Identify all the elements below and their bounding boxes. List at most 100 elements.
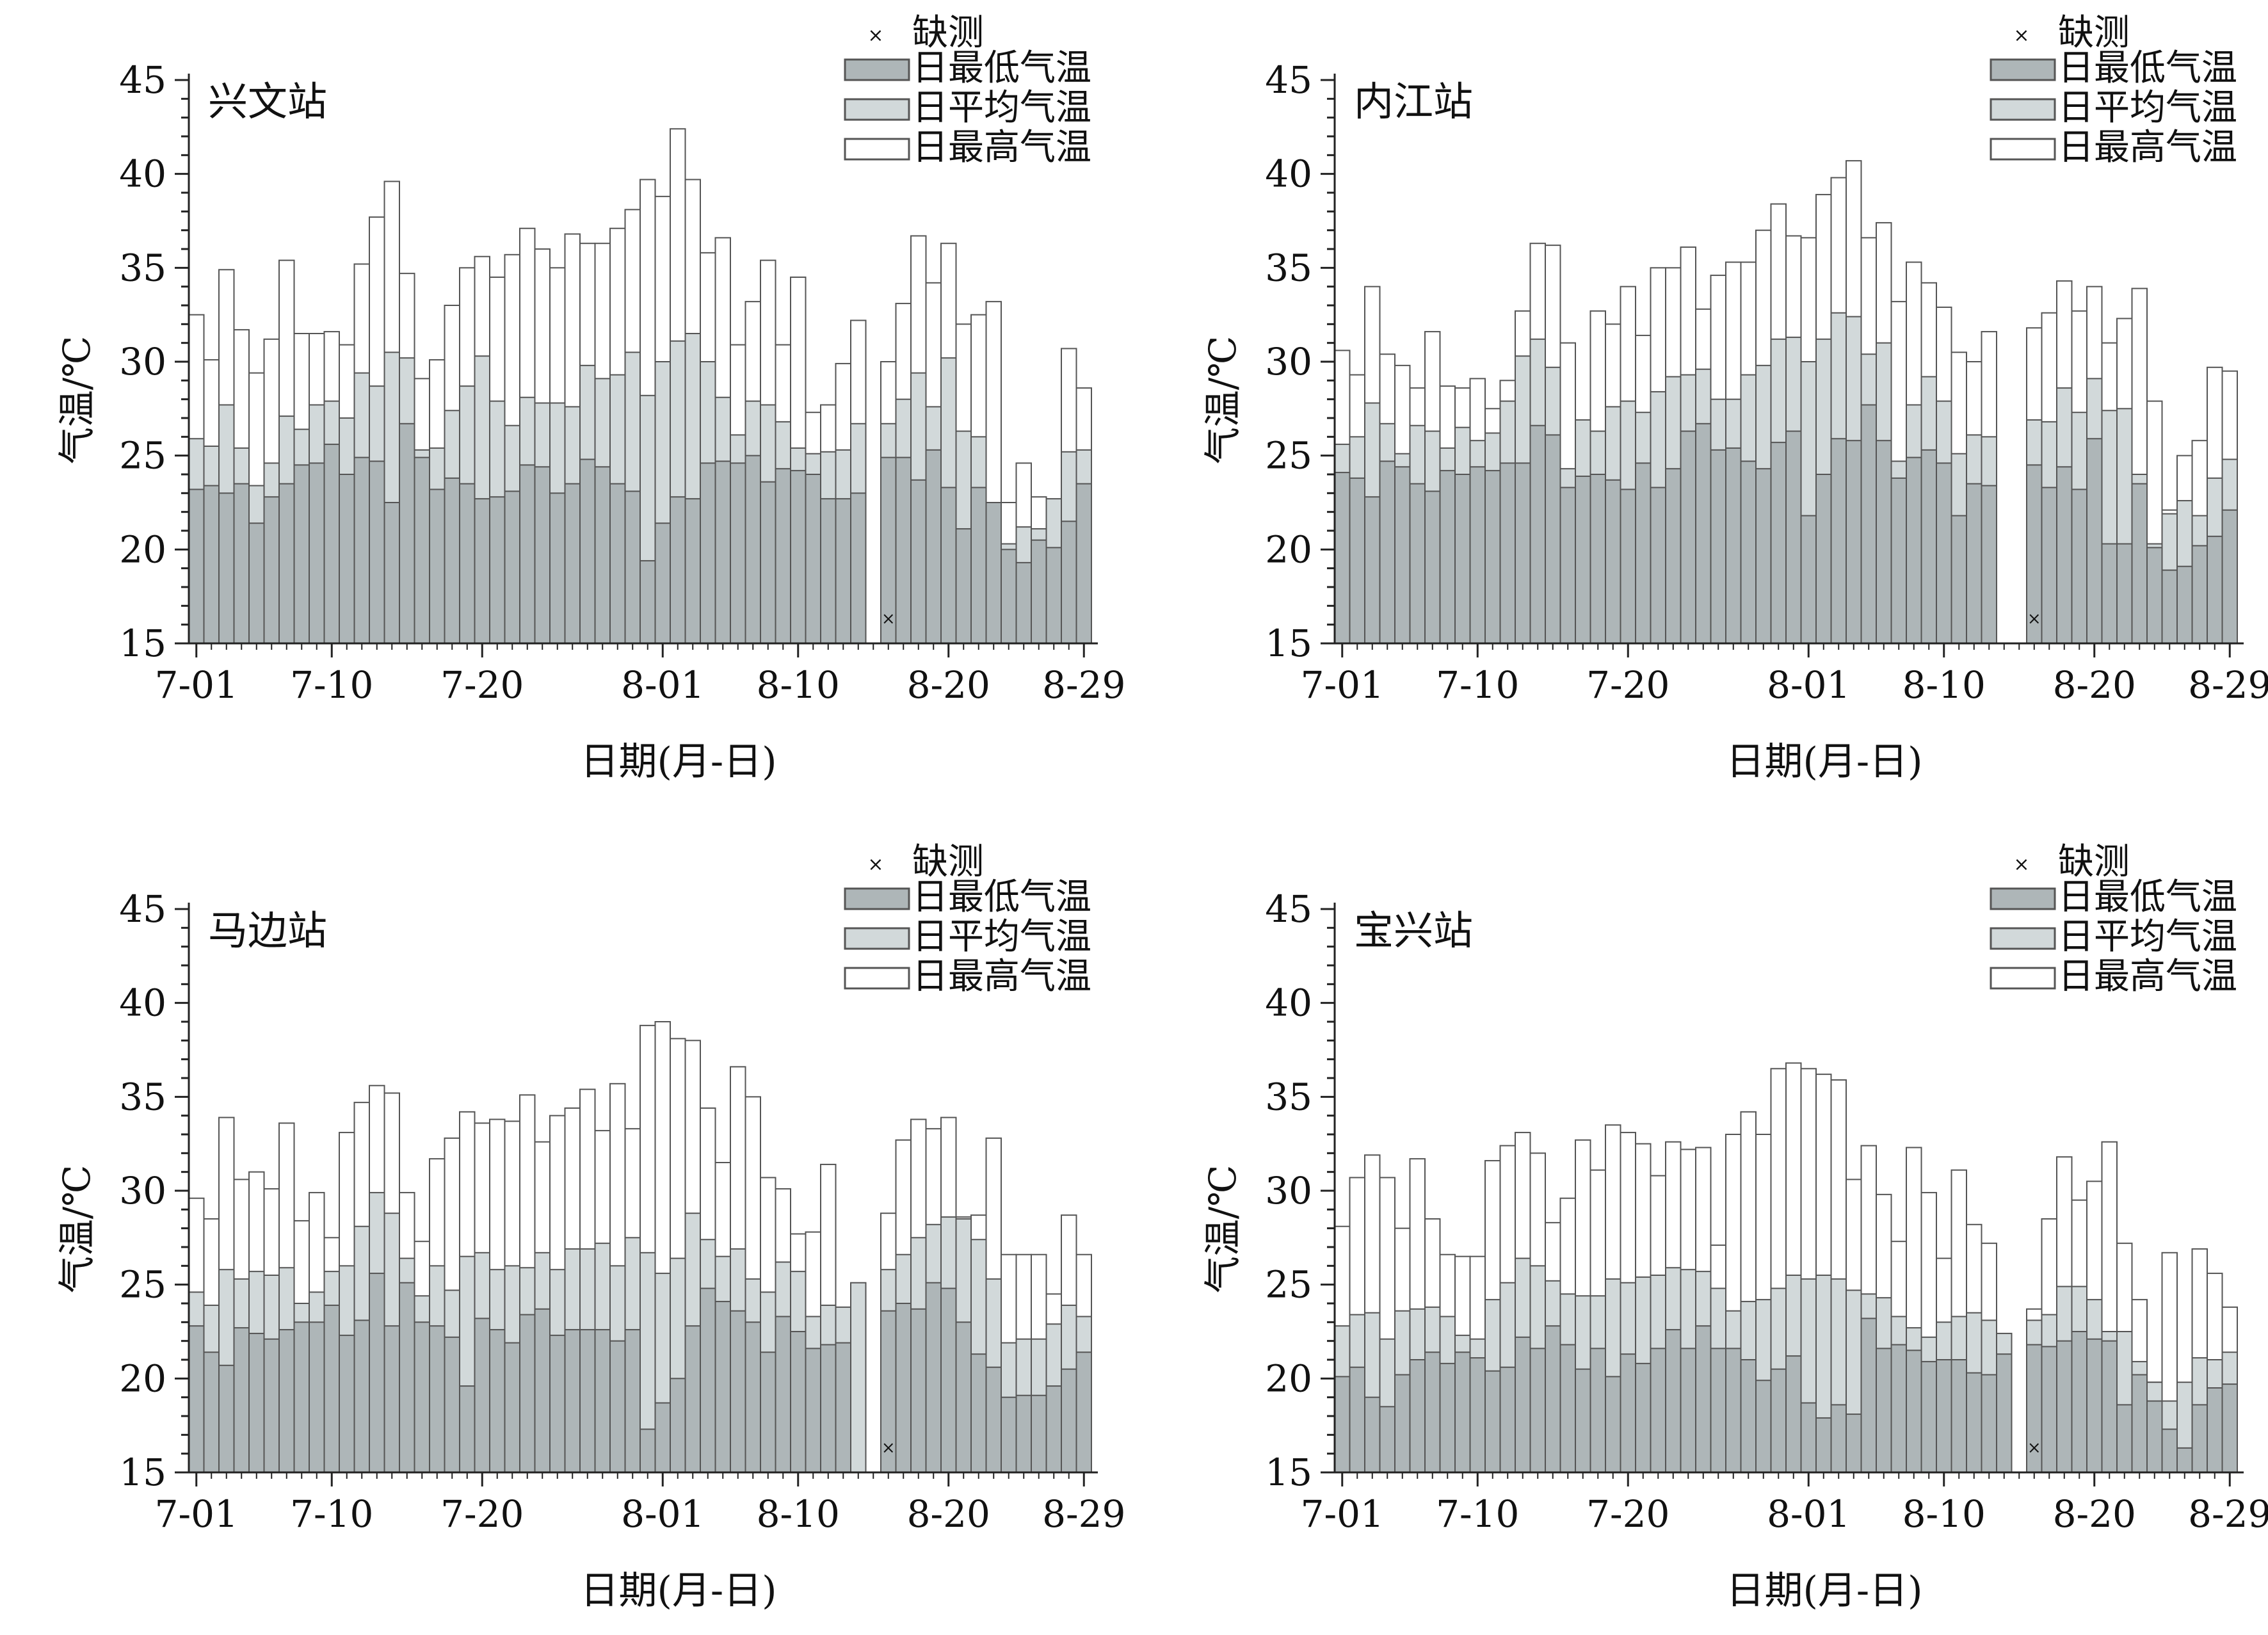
legend-label-min: 日最低气温 [912,876,1091,918]
bar-min [504,490,520,645]
bar-min [1815,474,1832,644]
x-tick-label: 8-10 [1902,1492,1986,1536]
bar-min [353,1319,370,1473]
bar-min [188,488,205,644]
bar-min [1409,483,1426,644]
bar-min [1334,472,1351,644]
bar-min [293,464,310,645]
bar-min [1665,1329,1682,1474]
bar-min [1499,462,1516,645]
bar-min [1424,1351,1441,1474]
bar-min [2056,1340,2073,1473]
y-tick-label: 30 [119,1169,166,1212]
bar-min [474,1317,490,1473]
bar-min [639,560,656,644]
bar-min [1785,1355,1802,1473]
x-tick-label: 8-10 [757,663,840,707]
bar-min [790,470,807,644]
bar-min [624,1329,641,1474]
x-tick-label: 8-01 [621,663,704,707]
bar-min [1876,440,1892,644]
missing-marker: × [881,1438,896,1458]
bar-min [775,1316,791,1474]
y-tick-label: 15 [119,1451,166,1494]
x-tick-label: 8-20 [2053,1492,2136,1536]
bar-min [654,522,671,645]
bar-min [2191,1404,2208,1473]
bar-min [2041,1346,2057,1473]
bar-min [835,498,851,644]
legend-swatch-mean [844,927,910,950]
bar-min [2131,483,2148,644]
bar-min [1001,1396,1017,1473]
chart-panel-4: × 15 20 25 30 35 40 45 7-01 7-10 7-20 8-01 8-10 8-20 8… [1201,841,2268,1613]
bar-min [1815,1417,1832,1473]
x-tick-label: 8-20 [907,663,990,707]
legend-swatch-mean [1990,98,2056,121]
bar-min [278,1329,295,1474]
bar-min [309,1321,325,1474]
bar-min [444,1336,460,1474]
bar-min [459,1385,476,1474]
bar-min [1906,1349,1922,1474]
bar-min [579,1329,596,1474]
y-tick-label: 25 [1265,1263,1312,1307]
bar-min [2207,1387,2223,1473]
bar-min [850,492,867,645]
x-tick-label: 8-01 [621,1492,704,1536]
bar-min [1680,1348,1696,1473]
bar-mean [850,1282,867,1473]
bar-min [1710,1348,1726,1473]
legend-swatch-min [1990,887,2056,910]
bar-min [1364,496,1381,645]
bar-min [369,460,385,644]
bar-min [639,1428,656,1474]
bar-min [1061,1368,1077,1473]
x-tick-label: 8-01 [1767,1492,1850,1536]
x-axis-label: 日期(月-日) [1726,1568,1922,1613]
bar-min [985,1366,1002,1473]
bar-min [955,528,972,644]
bar-min [1890,477,1907,644]
bar-min [1966,483,1982,644]
bar-min [233,1327,250,1473]
y-tick-label: 15 [1265,1451,1312,1494]
bar-min [1075,1351,1092,1474]
bar-min [1680,430,1696,645]
station-title: 马边站 [208,907,327,954]
bar-min [339,1334,355,1474]
bar-min [248,522,265,645]
y-tick-label: 35 [1265,246,1312,289]
y-tick-label: 35 [119,246,166,289]
bar-min [1710,449,1726,644]
legend-swatch-max [844,967,910,990]
bar-min [1545,434,1561,645]
legend-label-max: 日最高气温 [912,127,1091,168]
y-tick-label: 40 [1265,152,1312,196]
bar-min [263,1338,280,1473]
bar-min [1529,424,1546,644]
bar-min [1484,1370,1501,1474]
bar-min [820,1344,837,1474]
bar-min [1061,520,1077,645]
bar-min [700,1287,716,1474]
bar-min [353,456,370,644]
bar-min [714,1301,731,1473]
bar-min [1394,466,1411,645]
legend-missing-marker: × [2013,853,2029,876]
chart-panel-3: × 15 20 25 30 35 40 45 7-01 7-10 7-20 8-01 8-10 8-20 8… [55,841,1125,1613]
bar-min [1001,549,1017,645]
bar-min [925,449,942,644]
x-tick-label: 7-20 [1586,1492,1669,1536]
bar-min [1650,1348,1666,1473]
bar-min [429,1325,446,1473]
y-tick-label: 45 [119,887,166,931]
bar-min [1045,1385,1062,1474]
bar-min [684,1325,701,1473]
y-tick-label: 45 [119,58,166,102]
bar-min [1409,1359,1426,1473]
bar-min [835,1342,851,1474]
station-title: 宝兴站 [1354,907,1473,954]
bar-min [1559,487,1576,645]
bar-min [2101,1340,2118,1473]
